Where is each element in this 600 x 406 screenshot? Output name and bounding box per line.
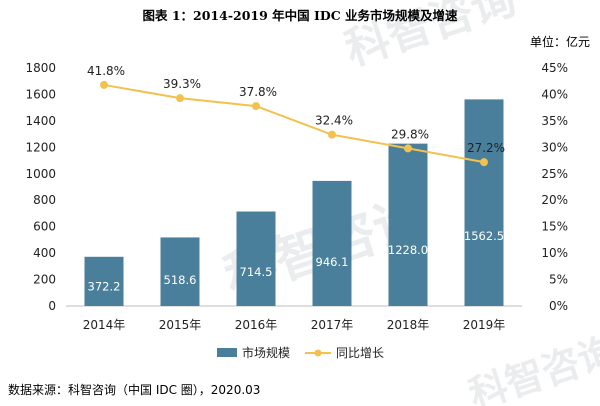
x-axis-tick-label: 2014年 xyxy=(83,318,126,332)
watermark-text-bottom: 科智咨询 xyxy=(464,329,600,406)
growth-point xyxy=(404,144,412,153)
growth-value-label: 37.8% xyxy=(239,85,277,99)
x-axis-tick-label: 2019年 xyxy=(463,318,506,332)
growth-point xyxy=(252,102,260,111)
legend-label-line: 同比增长 xyxy=(336,346,384,360)
left-axis-tick-label: 200 xyxy=(33,273,56,287)
bar-value-label: 946.1 xyxy=(316,255,349,269)
left-axis-tick-label: 1600 xyxy=(25,87,56,101)
bar-value-label: 372.2 xyxy=(88,279,121,293)
right-axis-tick-label: 30% xyxy=(541,140,568,154)
right-axis-tick-label: 40% xyxy=(541,87,568,101)
x-axis-tick-label: 2017年 xyxy=(311,318,354,332)
right-axis-tick-label: 5% xyxy=(549,273,568,287)
bar xyxy=(236,211,276,306)
bar-series: 372.2 518.6 714.5 946.1 1228.0 1562.5 xyxy=(84,99,504,307)
left-axis-tick-label: 1800 xyxy=(25,61,56,75)
bar xyxy=(388,143,428,306)
source-note: 数据来源：科智咨询（中国 IDC 圈），2020.03 xyxy=(8,382,260,397)
left-axis-tick-label: 800 xyxy=(33,193,56,207)
bar-value-label: 518.6 xyxy=(164,273,197,287)
bar-value-label: 714.5 xyxy=(240,265,273,279)
left-axis-tick-label: 1000 xyxy=(25,167,56,181)
right-axis-tick-label: 25% xyxy=(541,167,568,181)
left-axis-tick-label: 400 xyxy=(33,246,56,260)
bar xyxy=(84,256,124,306)
growth-value-label: 41.8% xyxy=(87,64,125,78)
bar-value-label: 1562.5 xyxy=(464,229,504,243)
right-axis-tick-label: 10% xyxy=(541,246,568,260)
x-axis-ticks: 2014年 2015年 2016年 2017年 2018年 2019年 xyxy=(83,318,506,332)
right-axis-tick-label: 20% xyxy=(541,193,568,207)
right-axis-tick-label: 0% xyxy=(549,299,568,313)
growth-value-label: 29.8% xyxy=(391,127,429,141)
right-axis-tick-label: 45% xyxy=(541,61,568,75)
growth-point xyxy=(328,130,336,139)
bar-value-label: 1228.0 xyxy=(388,243,428,257)
growth-value-label: 39.3% xyxy=(163,77,201,91)
bar xyxy=(312,180,352,306)
left-axis-tick-label: 600 xyxy=(33,220,56,234)
unit-label: 单位：亿元 xyxy=(530,34,590,49)
bar xyxy=(464,99,504,307)
left-axis-tick-label: 0 xyxy=(48,299,56,313)
right-axis-tick-label: 35% xyxy=(541,114,568,128)
x-axis-tick-label: 2016年 xyxy=(235,318,278,332)
legend-label-bar: 市场规模 xyxy=(242,345,290,360)
legend: 市场规模 同比增长 xyxy=(217,345,384,360)
legend-swatch-marker xyxy=(314,349,322,357)
growth-value-label: 27.2% xyxy=(467,141,505,155)
x-axis-tick-label: 2015年 xyxy=(159,318,202,332)
growth-value-label: 32.4% xyxy=(315,114,353,128)
line-series: 41.8% 39.3% 37.8% 32.4% 29.8% 27.2% xyxy=(87,64,505,167)
growth-point xyxy=(176,94,184,103)
right-axis-tick-label: 15% xyxy=(541,220,568,234)
growth-point xyxy=(480,158,488,167)
x-axis-tick-label: 2018年 xyxy=(387,318,430,332)
left-axis-ticks: 0 200 400 600 800 1000 1200 1400 1600 1800 xyxy=(25,61,56,313)
right-axis-ticks: 0% 5% 10% 15% 20% 25% 30% 35% 40% 45% xyxy=(541,61,568,313)
bar xyxy=(160,237,200,306)
growth-line xyxy=(103,83,485,164)
legend-swatch-bar xyxy=(217,348,237,357)
left-axis-tick-label: 1400 xyxy=(25,114,56,128)
growth-point xyxy=(100,80,108,89)
left-axis-tick-label: 1200 xyxy=(25,140,56,154)
chart-title: 图表 1：2014-2019 年中国 IDC 业务市场规模及增速 xyxy=(142,8,458,23)
